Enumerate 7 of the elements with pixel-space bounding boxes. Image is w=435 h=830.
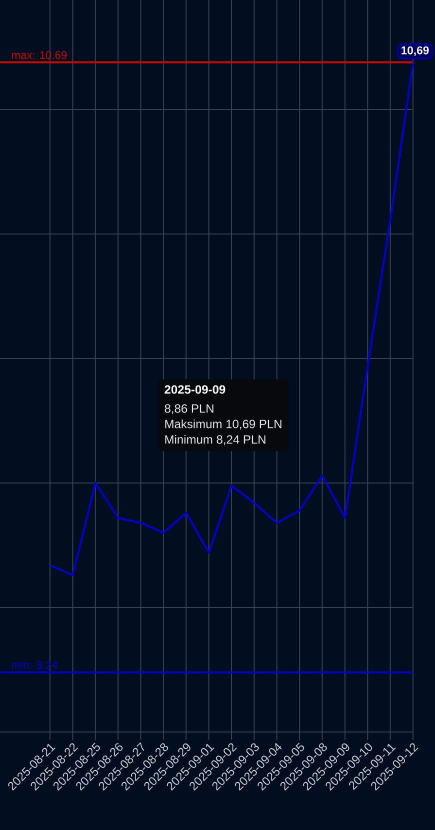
- ref-line-label: max: 10.69: [12, 51, 67, 59]
- annotation: Minimum 8,24 PLN: [165, 434, 266, 446]
- data-label: 10,69: [402, 46, 429, 56]
- ref-line-label: min: 8.24: [12, 660, 58, 669]
- annotation: 2025-09-09: [164, 385, 226, 394]
- annotation: 8,86 PLN: [164, 404, 214, 414]
- annotation: Maksimum 10,69 PLN: [165, 419, 282, 430]
